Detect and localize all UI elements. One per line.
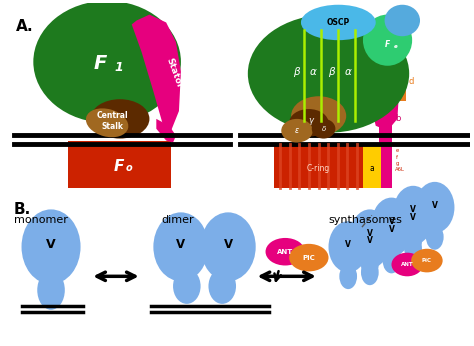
Text: e
f
g
A6L: e f g A6L (395, 148, 405, 172)
Text: V: V (410, 205, 416, 214)
Ellipse shape (58, 15, 117, 50)
Text: β: β (293, 67, 300, 77)
Text: d: d (408, 77, 414, 86)
Text: V: V (432, 201, 438, 210)
Text: dimer: dimer (161, 215, 194, 225)
Ellipse shape (21, 209, 81, 284)
Ellipse shape (33, 1, 181, 123)
Ellipse shape (301, 5, 376, 40)
Ellipse shape (404, 228, 422, 254)
Text: monomer: monomer (14, 215, 67, 225)
Ellipse shape (173, 268, 201, 304)
Bar (381, 145, 392, 188)
Text: o: o (126, 163, 133, 173)
Text: ANT: ANT (401, 262, 413, 267)
Bar (274, 145, 363, 188)
Text: V: V (389, 217, 394, 226)
Text: 1: 1 (114, 61, 123, 74)
Text: a: a (369, 164, 374, 173)
Ellipse shape (43, 22, 98, 66)
Text: PiC: PiC (422, 258, 432, 263)
Text: Central
Stalk: Central Stalk (96, 111, 128, 131)
Polygon shape (156, 119, 176, 143)
Ellipse shape (265, 238, 305, 265)
Text: e: e (393, 44, 397, 48)
Ellipse shape (372, 198, 411, 249)
Ellipse shape (415, 182, 455, 233)
Text: V: V (224, 238, 233, 251)
Ellipse shape (393, 194, 433, 245)
Bar (68, 140, 171, 188)
Ellipse shape (383, 248, 401, 273)
Text: ANT: ANT (277, 249, 293, 255)
Text: b: b (395, 115, 401, 124)
Ellipse shape (91, 99, 149, 138)
Ellipse shape (383, 240, 401, 265)
Text: F: F (93, 54, 107, 73)
Ellipse shape (339, 264, 357, 289)
Text: OSCP: OSCP (327, 18, 350, 27)
Ellipse shape (363, 15, 412, 66)
Text: F: F (385, 39, 390, 48)
Ellipse shape (312, 119, 336, 138)
Ellipse shape (426, 224, 444, 250)
Text: synthasomes: synthasomes (328, 215, 402, 225)
Ellipse shape (411, 249, 443, 272)
Ellipse shape (361, 260, 379, 285)
Text: α: α (310, 67, 316, 77)
Text: α: α (345, 67, 352, 77)
Text: F: F (114, 158, 124, 174)
Text: V: V (367, 236, 373, 245)
Ellipse shape (223, 228, 249, 250)
Ellipse shape (160, 228, 186, 250)
Text: PiC: PiC (302, 255, 315, 261)
Ellipse shape (37, 271, 65, 310)
Ellipse shape (372, 206, 411, 257)
Ellipse shape (289, 109, 328, 137)
Ellipse shape (361, 252, 379, 277)
Text: C-ring: C-ring (307, 164, 330, 173)
Ellipse shape (291, 96, 346, 136)
Text: B.: B. (14, 201, 31, 217)
Ellipse shape (25, 225, 52, 249)
Bar (363, 145, 381, 188)
Ellipse shape (284, 26, 343, 62)
Text: V: V (410, 213, 416, 222)
Ellipse shape (350, 217, 390, 268)
Text: δ: δ (321, 126, 326, 132)
Ellipse shape (248, 15, 409, 133)
Ellipse shape (270, 37, 325, 76)
Text: Stator: Stator (164, 57, 184, 90)
Text: A.: A. (16, 19, 33, 34)
Ellipse shape (393, 186, 433, 237)
Ellipse shape (281, 119, 313, 143)
Ellipse shape (154, 212, 209, 281)
Text: β: β (328, 67, 335, 77)
Ellipse shape (289, 244, 328, 271)
Bar (379, 72, 392, 145)
Ellipse shape (404, 236, 422, 262)
Text: V: V (176, 238, 185, 251)
Text: γ: γ (308, 116, 313, 125)
Text: V: V (367, 228, 373, 237)
Text: V: V (46, 238, 56, 251)
Ellipse shape (392, 253, 423, 276)
Bar (394, 62, 406, 101)
Polygon shape (132, 15, 181, 131)
Ellipse shape (86, 108, 128, 137)
Polygon shape (370, 62, 400, 131)
Ellipse shape (384, 5, 420, 36)
Ellipse shape (328, 221, 368, 272)
Ellipse shape (209, 268, 236, 304)
Text: V: V (345, 240, 351, 249)
Ellipse shape (350, 209, 390, 261)
Text: ε: ε (295, 126, 299, 135)
Ellipse shape (201, 212, 255, 281)
Text: V: V (389, 225, 394, 234)
